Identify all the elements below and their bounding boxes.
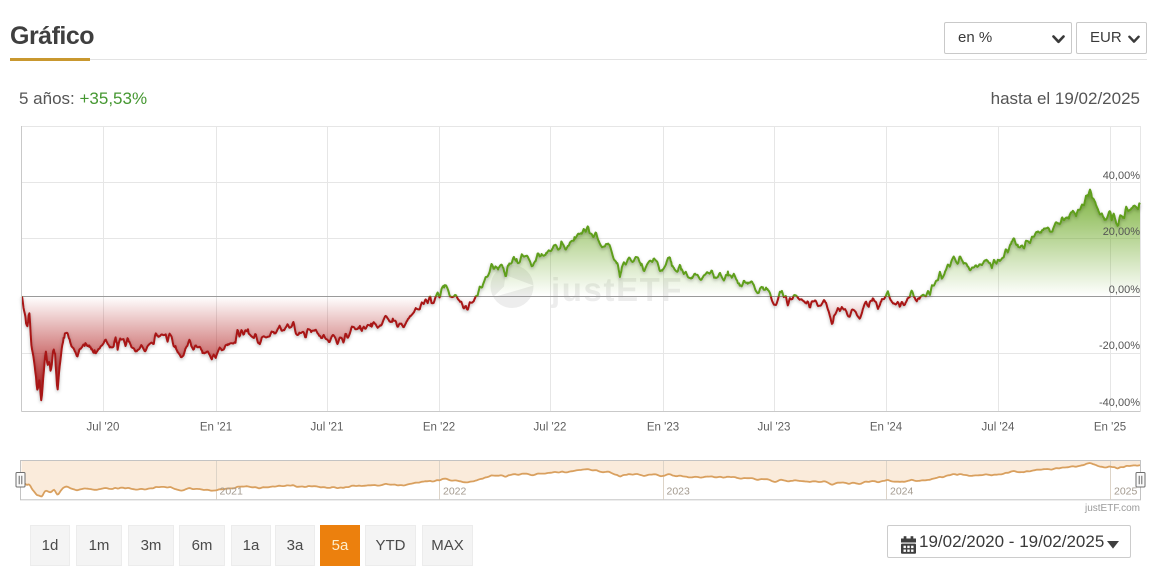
svg-text:2025: 2025 <box>1114 486 1138 498</box>
svg-text:Jul '21: Jul '21 <box>311 422 344 434</box>
svg-text:Jul '20: Jul '20 <box>87 422 120 434</box>
svg-text:En '25: En '25 <box>1094 422 1126 434</box>
svg-text:Jul '23: Jul '23 <box>758 422 791 434</box>
svg-text:40,00%: 40,00% <box>1103 170 1141 182</box>
svg-text:Jul '24: Jul '24 <box>982 422 1015 434</box>
svg-text:2021: 2021 <box>220 486 244 498</box>
svg-text:0,00%: 0,00% <box>1109 284 1140 296</box>
svg-text:2024: 2024 <box>890 486 914 498</box>
svg-text:-20,00%: -20,00% <box>1099 340 1140 352</box>
svg-text:En '23: En '23 <box>647 422 679 434</box>
svg-text:justETF.com: justETF.com <box>1084 503 1140 514</box>
svg-text:Jul '22: Jul '22 <box>534 422 567 434</box>
svg-text:2022: 2022 <box>443 486 467 498</box>
svg-text:En '21: En '21 <box>200 422 232 434</box>
svg-text:En '22: En '22 <box>423 422 455 434</box>
svg-text:20,00%: 20,00% <box>1103 226 1141 238</box>
svg-text:En '24: En '24 <box>870 422 903 434</box>
svg-text:-40,00%: -40,00% <box>1099 397 1140 409</box>
svg-text:2023: 2023 <box>667 486 691 498</box>
